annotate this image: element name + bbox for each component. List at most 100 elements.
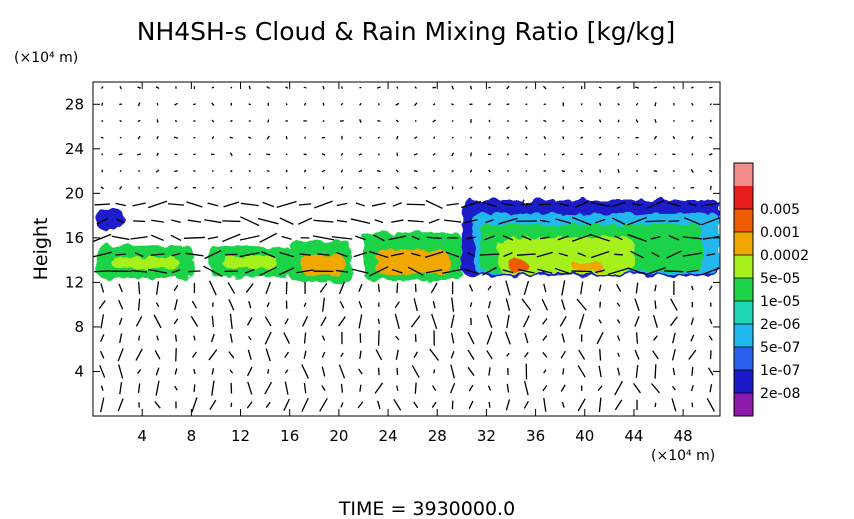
wind-vector <box>395 185 400 190</box>
wind-vector <box>174 368 178 375</box>
wind-vector <box>207 236 219 240</box>
wind-vector <box>193 335 196 341</box>
wind-vector <box>264 331 272 345</box>
wind-vector <box>467 331 475 345</box>
wind-vector <box>392 268 403 274</box>
wind-vector <box>450 351 455 359</box>
wind-vector <box>359 136 362 139</box>
wind-vector <box>156 335 159 341</box>
wind-vector <box>321 351 326 358</box>
colorbar-swatch <box>734 347 753 370</box>
wind-vector <box>313 219 334 223</box>
wind-vector <box>635 102 639 106</box>
wind-vector <box>248 103 252 106</box>
wind-vector <box>285 103 288 106</box>
wind-vector <box>259 266 277 276</box>
wind-vector <box>359 102 362 106</box>
wind-vector <box>469 302 473 308</box>
wind-vector <box>635 332 639 344</box>
colorbar-swatch <box>734 393 753 416</box>
wind-vector <box>542 335 548 341</box>
wind-vector <box>133 220 146 223</box>
wind-vector <box>654 364 657 379</box>
wind-vector <box>536 251 553 258</box>
wind-vector <box>303 169 307 173</box>
wind-vector <box>211 315 215 327</box>
wind-vector <box>137 102 141 107</box>
wind-vector <box>524 153 528 156</box>
wind-vector <box>340 152 344 156</box>
wind-vector <box>374 219 384 224</box>
wind-vector <box>488 401 491 408</box>
wind-vector <box>614 235 623 241</box>
wind-vector <box>690 169 694 173</box>
wind-vector <box>230 86 233 89</box>
wind-vector <box>521 235 532 241</box>
wind-vector <box>598 119 602 123</box>
wind-vector <box>451 169 454 173</box>
wind-vector <box>466 236 476 240</box>
wind-vector <box>557 235 569 241</box>
wind-vector <box>503 252 513 257</box>
wind-vector <box>265 281 271 295</box>
wind-vector <box>284 369 289 374</box>
y-tick-label: 16 <box>65 229 84 247</box>
wind-vector <box>170 234 182 241</box>
wind-vector <box>358 283 363 293</box>
wind-vector <box>590 250 610 259</box>
wind-vector <box>484 235 495 241</box>
wind-vector <box>262 201 275 208</box>
wind-vector <box>558 252 568 257</box>
wind-vector <box>245 268 255 274</box>
colorbar-swatch <box>734 186 753 209</box>
wind-vector <box>359 384 362 392</box>
wind-vector <box>137 119 141 123</box>
wind-vector <box>211 119 215 123</box>
wind-vector <box>396 135 399 140</box>
wind-vector <box>708 86 713 89</box>
wind-vector <box>248 153 251 156</box>
wind-vector <box>413 351 418 359</box>
wind-vector <box>354 235 366 241</box>
wind-vector <box>706 397 715 412</box>
wind-vector <box>578 349 586 360</box>
wind-vector <box>432 385 437 392</box>
wind-vector <box>340 383 344 393</box>
colorbar-swatch <box>734 301 753 324</box>
wind-vector <box>668 220 680 223</box>
wind-vector <box>506 120 510 122</box>
wind-vector <box>682 236 702 240</box>
colorbar-swatch <box>734 232 753 255</box>
wind-vector <box>204 250 222 260</box>
wind-vector <box>131 269 148 273</box>
wind-vector <box>518 268 535 274</box>
wind-vector <box>230 402 233 408</box>
wind-vector <box>377 153 380 156</box>
wind-vector <box>135 316 143 327</box>
wind-vector <box>239 235 260 241</box>
x-tick-label: 12 <box>231 427 250 445</box>
wind-vector <box>373 234 385 242</box>
wind-vector <box>394 313 400 330</box>
wind-vector <box>488 136 491 140</box>
cloud-region-13 <box>508 260 529 273</box>
wind-vector <box>432 119 436 123</box>
x-unit-label: (×10⁴ m) <box>651 448 715 464</box>
wind-vector <box>303 350 307 359</box>
wind-vector <box>284 381 289 395</box>
wind-vector <box>338 364 346 379</box>
wind-vector <box>116 218 125 224</box>
wind-vector <box>314 200 333 209</box>
wind-vector <box>155 302 160 308</box>
colorbar-label: 1e-07 <box>760 363 800 379</box>
wind-vector <box>117 348 124 362</box>
colorbar-label: 5e-05 <box>760 271 800 287</box>
wind-vector <box>284 318 289 325</box>
wind-vector <box>597 385 603 392</box>
wind-vector <box>466 252 476 257</box>
wind-vector <box>203 265 223 277</box>
wind-vector <box>599 102 602 106</box>
wind-vector <box>377 136 381 139</box>
wind-vector <box>451 85 454 90</box>
wind-vector <box>506 383 510 393</box>
